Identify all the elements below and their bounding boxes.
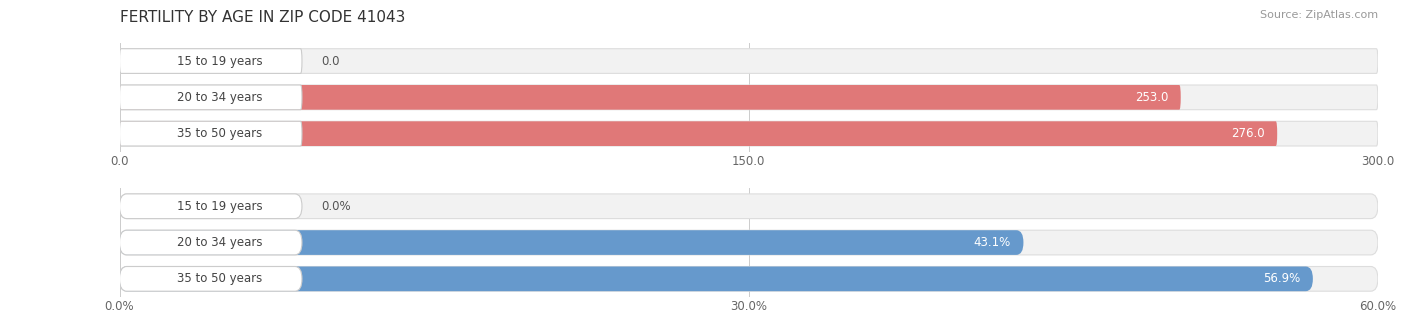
FancyBboxPatch shape xyxy=(120,121,1378,146)
Text: 276.0: 276.0 xyxy=(1232,127,1264,140)
FancyBboxPatch shape xyxy=(120,267,1378,291)
Text: 0.0: 0.0 xyxy=(321,54,339,68)
FancyBboxPatch shape xyxy=(120,121,1277,146)
Text: 35 to 50 years: 35 to 50 years xyxy=(177,272,263,285)
Text: 20 to 34 years: 20 to 34 years xyxy=(177,236,263,249)
FancyBboxPatch shape xyxy=(120,194,302,218)
FancyBboxPatch shape xyxy=(120,49,1378,73)
Text: 35 to 50 years: 35 to 50 years xyxy=(177,127,263,140)
Text: 15 to 19 years: 15 to 19 years xyxy=(177,54,263,68)
FancyBboxPatch shape xyxy=(120,267,302,291)
FancyBboxPatch shape xyxy=(120,194,1378,218)
FancyBboxPatch shape xyxy=(120,85,1181,110)
Text: 20 to 34 years: 20 to 34 years xyxy=(177,91,263,104)
Text: 56.9%: 56.9% xyxy=(1263,272,1301,285)
FancyBboxPatch shape xyxy=(120,267,1313,291)
Text: FERTILITY BY AGE IN ZIP CODE 41043: FERTILITY BY AGE IN ZIP CODE 41043 xyxy=(120,10,405,25)
FancyBboxPatch shape xyxy=(120,121,302,146)
FancyBboxPatch shape xyxy=(120,49,302,73)
FancyBboxPatch shape xyxy=(120,230,1024,255)
Text: 15 to 19 years: 15 to 19 years xyxy=(177,200,263,213)
Text: 43.1%: 43.1% xyxy=(973,236,1011,249)
Text: 0.0%: 0.0% xyxy=(321,200,350,213)
Text: 253.0: 253.0 xyxy=(1135,91,1168,104)
FancyBboxPatch shape xyxy=(120,230,302,255)
FancyBboxPatch shape xyxy=(120,85,302,110)
FancyBboxPatch shape xyxy=(120,230,1378,255)
FancyBboxPatch shape xyxy=(120,85,1378,110)
Text: Source: ZipAtlas.com: Source: ZipAtlas.com xyxy=(1260,10,1378,20)
